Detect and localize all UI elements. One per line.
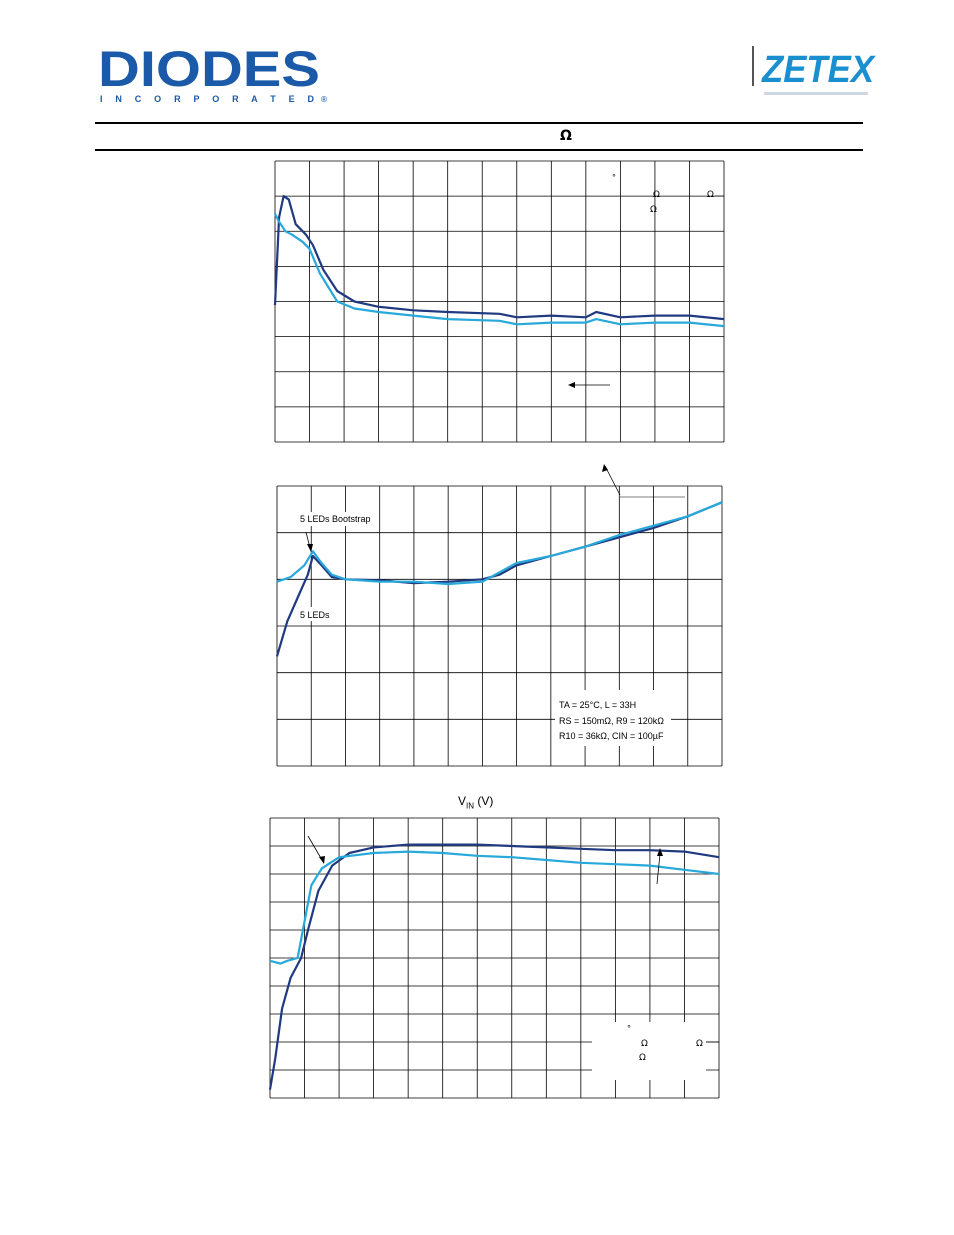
chart-2-label-5leds: 5 LEDs	[300, 610, 330, 620]
chart-2-grid	[276, 485, 723, 767]
chart-3-series-2-line	[269, 850, 720, 965]
chart-1-series-1-line	[273, 194, 725, 321]
chart-1-symbol-omega-2: Ω	[707, 190, 714, 200]
chart-3-symbol-omega-2: Ω	[696, 1039, 703, 1049]
chart-1-arrow-light	[604, 465, 621, 496]
chart-2-label-bootstrap: 5 LEDs Bootstrap	[300, 514, 371, 524]
chart-3-arrow-light	[307, 835, 323, 861]
header-rule-bottom	[95, 149, 863, 151]
chart-2-annotations: 5 LEDs Bootstrap 5 LEDs TA = 25°C, L = 3…	[297, 512, 671, 746]
header-rule-top	[95, 122, 863, 124]
chart-2-series-2-line	[276, 501, 723, 586]
chart-1-symbol-omega-1: Ω	[653, 190, 660, 200]
chart-2-condition-3: R10 = 36kΩ, CIN = 100µF	[559, 731, 664, 741]
zetex-logo: ZETEX	[752, 42, 877, 98]
chart-3-symbol-degree: °	[627, 1024, 631, 1033]
chart-2: 5 LEDs Bootstrap 5 LEDs TA = 25°C, L = 3…	[275, 485, 723, 767]
chart-1-symbol-omega-3: Ω	[650, 205, 657, 215]
chart-2-condition-1: TA = 25°C, L = 33H	[559, 700, 636, 710]
svg-text:®: ®	[320, 95, 328, 104]
chart-2-condition-2: RS = 150mΩ, R9 = 120kΩ	[559, 716, 664, 726]
diodes-logo-text: DIODES	[98, 44, 320, 97]
diodes-logo: DIODES I N C O R P O R A T E D ®	[98, 41, 330, 104]
chart-3-symbol-omega-3: Ω	[639, 1053, 646, 1063]
chart-1-series-2-line	[274, 213, 725, 328]
zetex-logo-text: ZETEX	[761, 49, 876, 91]
chart-3-series-1-line	[268, 843, 720, 1090]
chart-3-arrow-dark	[656, 853, 661, 885]
chart-3-title: VIN (V)	[458, 794, 494, 811]
header-title-symbol: Ω	[560, 128, 572, 144]
chart-3: ° Ω Ω Ω	[268, 817, 720, 1099]
chart-1-annotations: ° Ω Ω Ω	[568, 173, 724, 498]
chart-3-symbol-omega-1: Ω	[641, 1039, 648, 1049]
chart-1-symbol-degree: °	[612, 173, 616, 182]
chart-3-annotations: ° Ω Ω Ω	[307, 835, 719, 1080]
chart-1: ° Ω Ω Ω	[273, 160, 725, 498]
chart-1-grid	[274, 160, 725, 443]
